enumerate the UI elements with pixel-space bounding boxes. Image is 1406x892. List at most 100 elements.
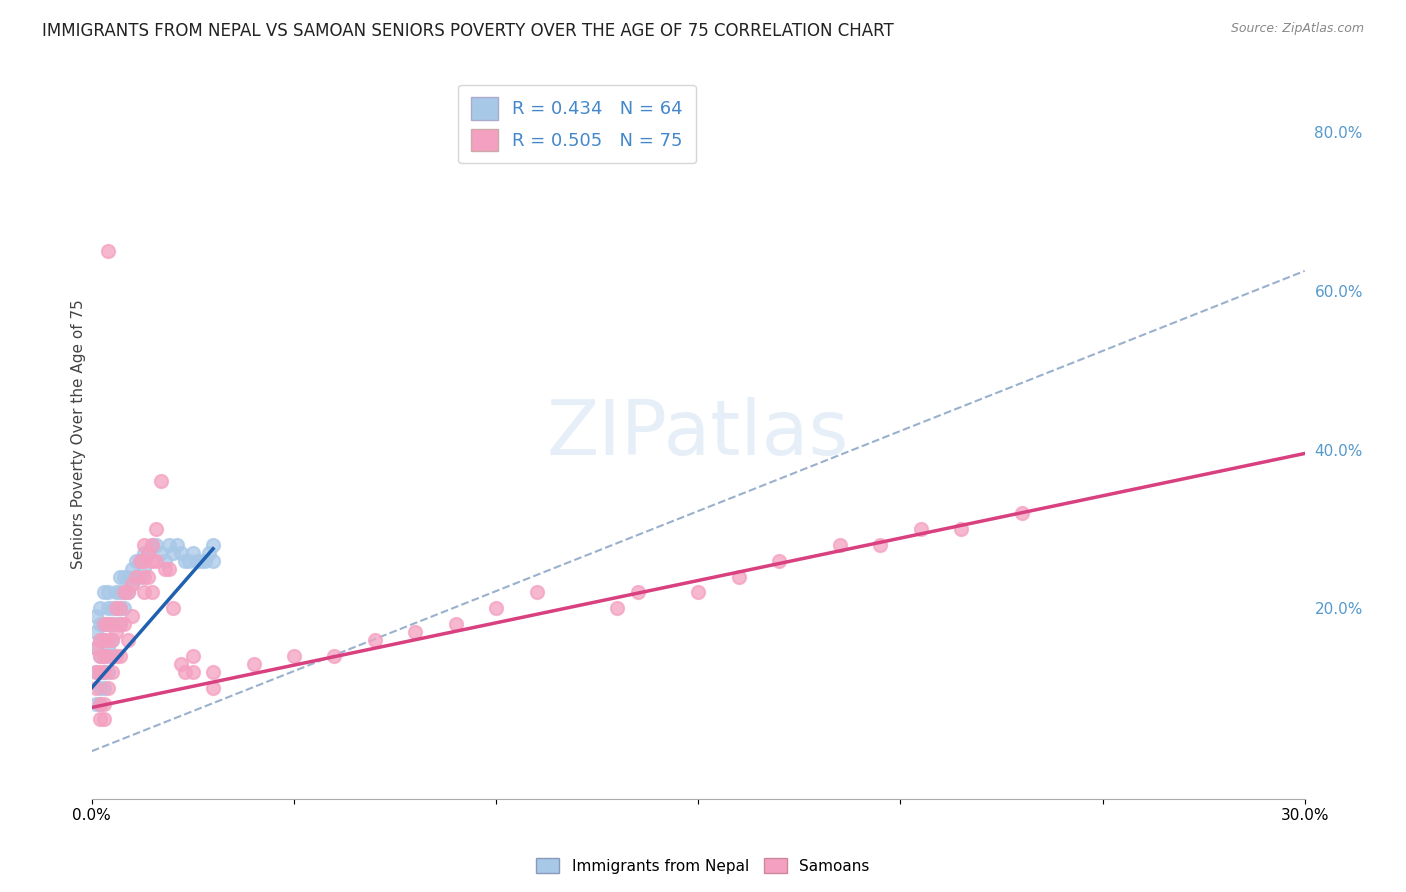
Point (97, 585, 120, 599)
Point (93, 648, 115, 663)
Point (157, 561, 180, 575)
Point (323, 648, 346, 663)
Text: IMMIGRANTS FROM NEPAL VS SAMOAN SENIORS POVERTY OVER THE AGE OF 75 CORRELATION C: IMMIGRANTS FROM NEPAL VS SAMOAN SENIORS … (42, 22, 894, 40)
Point (149, 475, 172, 489)
Point (112, 585, 135, 599)
Point (145, 538, 167, 552)
Point (828, 538, 851, 552)
Point (162, 601, 184, 615)
Point (84, 697, 107, 711)
Point (145, 522, 167, 536)
Point (125, 569, 148, 583)
Point (105, 601, 128, 615)
Point (283, 648, 305, 663)
Point (162, 546, 184, 560)
Point (121, 561, 143, 575)
Point (202, 681, 225, 695)
Point (173, 554, 195, 568)
Point (170, 657, 193, 671)
Point (89, 697, 111, 711)
Point (626, 585, 648, 599)
Point (134, 554, 156, 568)
Point (198, 546, 221, 560)
Point (93, 697, 115, 711)
Point (93, 665, 115, 679)
Point (141, 554, 163, 568)
Point (186, 554, 208, 568)
Point (105, 617, 128, 632)
Point (157, 538, 180, 552)
Point (84, 625, 107, 640)
Point (101, 617, 124, 632)
Point (84, 665, 107, 679)
Point (121, 609, 143, 624)
Point (101, 601, 124, 615)
Point (89, 633, 111, 648)
Point (93, 617, 115, 632)
Point (125, 569, 148, 583)
Point (138, 546, 160, 560)
Point (117, 585, 139, 599)
Point (134, 546, 156, 560)
Point (173, 665, 195, 679)
Point (101, 648, 124, 663)
Point (93, 617, 115, 632)
Point (108, 585, 131, 599)
Point (181, 665, 204, 679)
Point (108, 601, 131, 615)
Point (485, 601, 508, 615)
Point (101, 617, 124, 632)
Point (84, 681, 107, 695)
Point (910, 522, 932, 536)
Point (89, 697, 111, 711)
Point (129, 554, 152, 568)
Point (97, 648, 120, 663)
Point (97, 665, 120, 679)
Point (108, 617, 131, 632)
Point (194, 554, 217, 568)
Point (141, 585, 163, 599)
Point (84, 665, 107, 679)
Point (121, 577, 143, 591)
Point (138, 569, 160, 583)
Point (1011, 506, 1033, 520)
Point (138, 546, 160, 560)
Point (134, 561, 156, 575)
Point (727, 569, 749, 583)
Point (149, 546, 172, 560)
Point (108, 569, 131, 583)
Point (202, 538, 225, 552)
Point (89, 648, 111, 663)
Point (89, 712, 111, 726)
Point (108, 648, 131, 663)
Point (97, 601, 120, 615)
Point (869, 538, 891, 552)
Y-axis label: Seniors Poverty Over the Age of 75: Seniors Poverty Over the Age of 75 (72, 299, 86, 568)
Point (89, 601, 111, 615)
Point (141, 538, 163, 552)
Point (84, 609, 107, 624)
Point (145, 554, 167, 568)
Point (112, 617, 135, 632)
Point (141, 538, 163, 552)
Point (134, 585, 156, 599)
Legend: Immigrants from Nepal, Samoans: Immigrants from Nepal, Samoans (530, 852, 876, 880)
Point (112, 601, 135, 615)
Point (129, 569, 152, 583)
Point (93, 665, 115, 679)
Point (112, 569, 135, 583)
Point (181, 648, 204, 663)
Point (97, 617, 120, 632)
Point (117, 585, 139, 599)
Point (89, 617, 111, 632)
Point (950, 522, 973, 536)
Point (129, 554, 152, 568)
Point (153, 561, 176, 575)
Point (84, 640, 107, 655)
Point (101, 633, 124, 648)
Point (606, 601, 628, 615)
Point (97, 640, 120, 655)
Point (93, 681, 115, 695)
Point (105, 648, 128, 663)
Point (97, 244, 120, 258)
